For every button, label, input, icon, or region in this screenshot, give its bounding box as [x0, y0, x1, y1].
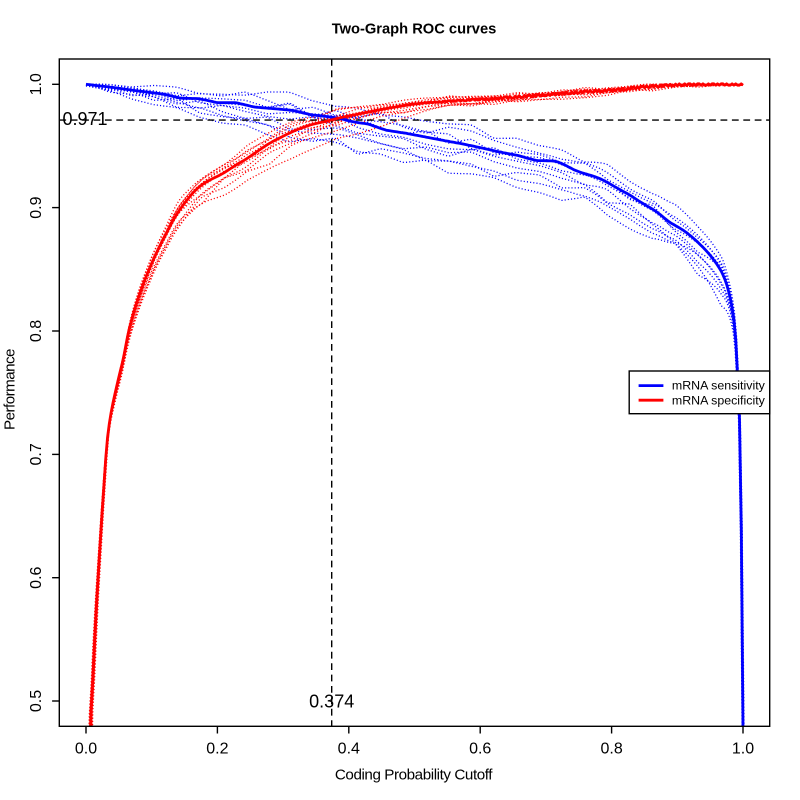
svg-text:0.4: 0.4: [338, 741, 360, 758]
svg-text:0.5: 0.5: [28, 690, 45, 712]
svg-text:0.9: 0.9: [28, 196, 45, 218]
svg-text:0.8: 0.8: [28, 320, 45, 342]
svg-text:mRNA specificity: mRNA specificity: [672, 393, 766, 407]
svg-text:1.0: 1.0: [28, 73, 45, 95]
svg-text:Coding Probability Cutoff: Coding Probability Cutoff: [335, 767, 493, 784]
svg-text:Performance: Performance: [2, 349, 19, 430]
svg-text:0.8: 0.8: [600, 741, 622, 758]
svg-text:0.971: 0.971: [62, 109, 107, 129]
svg-text:1.0: 1.0: [732, 741, 754, 758]
svg-text:0.0: 0.0: [75, 741, 97, 758]
svg-text:0.2: 0.2: [206, 741, 228, 758]
svg-text:0.7: 0.7: [28, 443, 45, 465]
svg-text:0.6: 0.6: [469, 741, 491, 758]
svg-text:mRNA sensitivity: mRNA sensitivity: [672, 379, 766, 393]
svg-text:0.6: 0.6: [28, 566, 45, 588]
svg-text:Two-Graph ROC curves: Two-Graph ROC curves: [332, 21, 497, 37]
svg-text:0.374: 0.374: [309, 692, 354, 712]
